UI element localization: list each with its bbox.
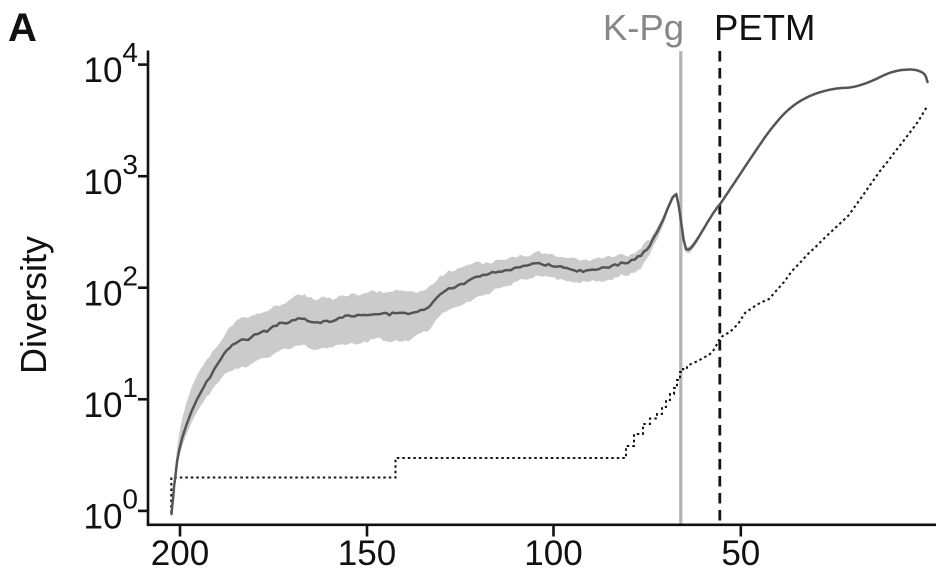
svg-text:100: 100 [524, 534, 582, 573]
svg-text:A: A [8, 6, 37, 50]
svg-text:Diversity: Diversity [13, 236, 54, 374]
svg-text:K-Pg: K-Pg [603, 7, 684, 48]
svg-text:200: 200 [151, 534, 209, 573]
svg-text:50: 50 [721, 534, 760, 573]
svg-text:PETM: PETM [714, 7, 815, 48]
svg-text:150: 150 [338, 534, 396, 573]
